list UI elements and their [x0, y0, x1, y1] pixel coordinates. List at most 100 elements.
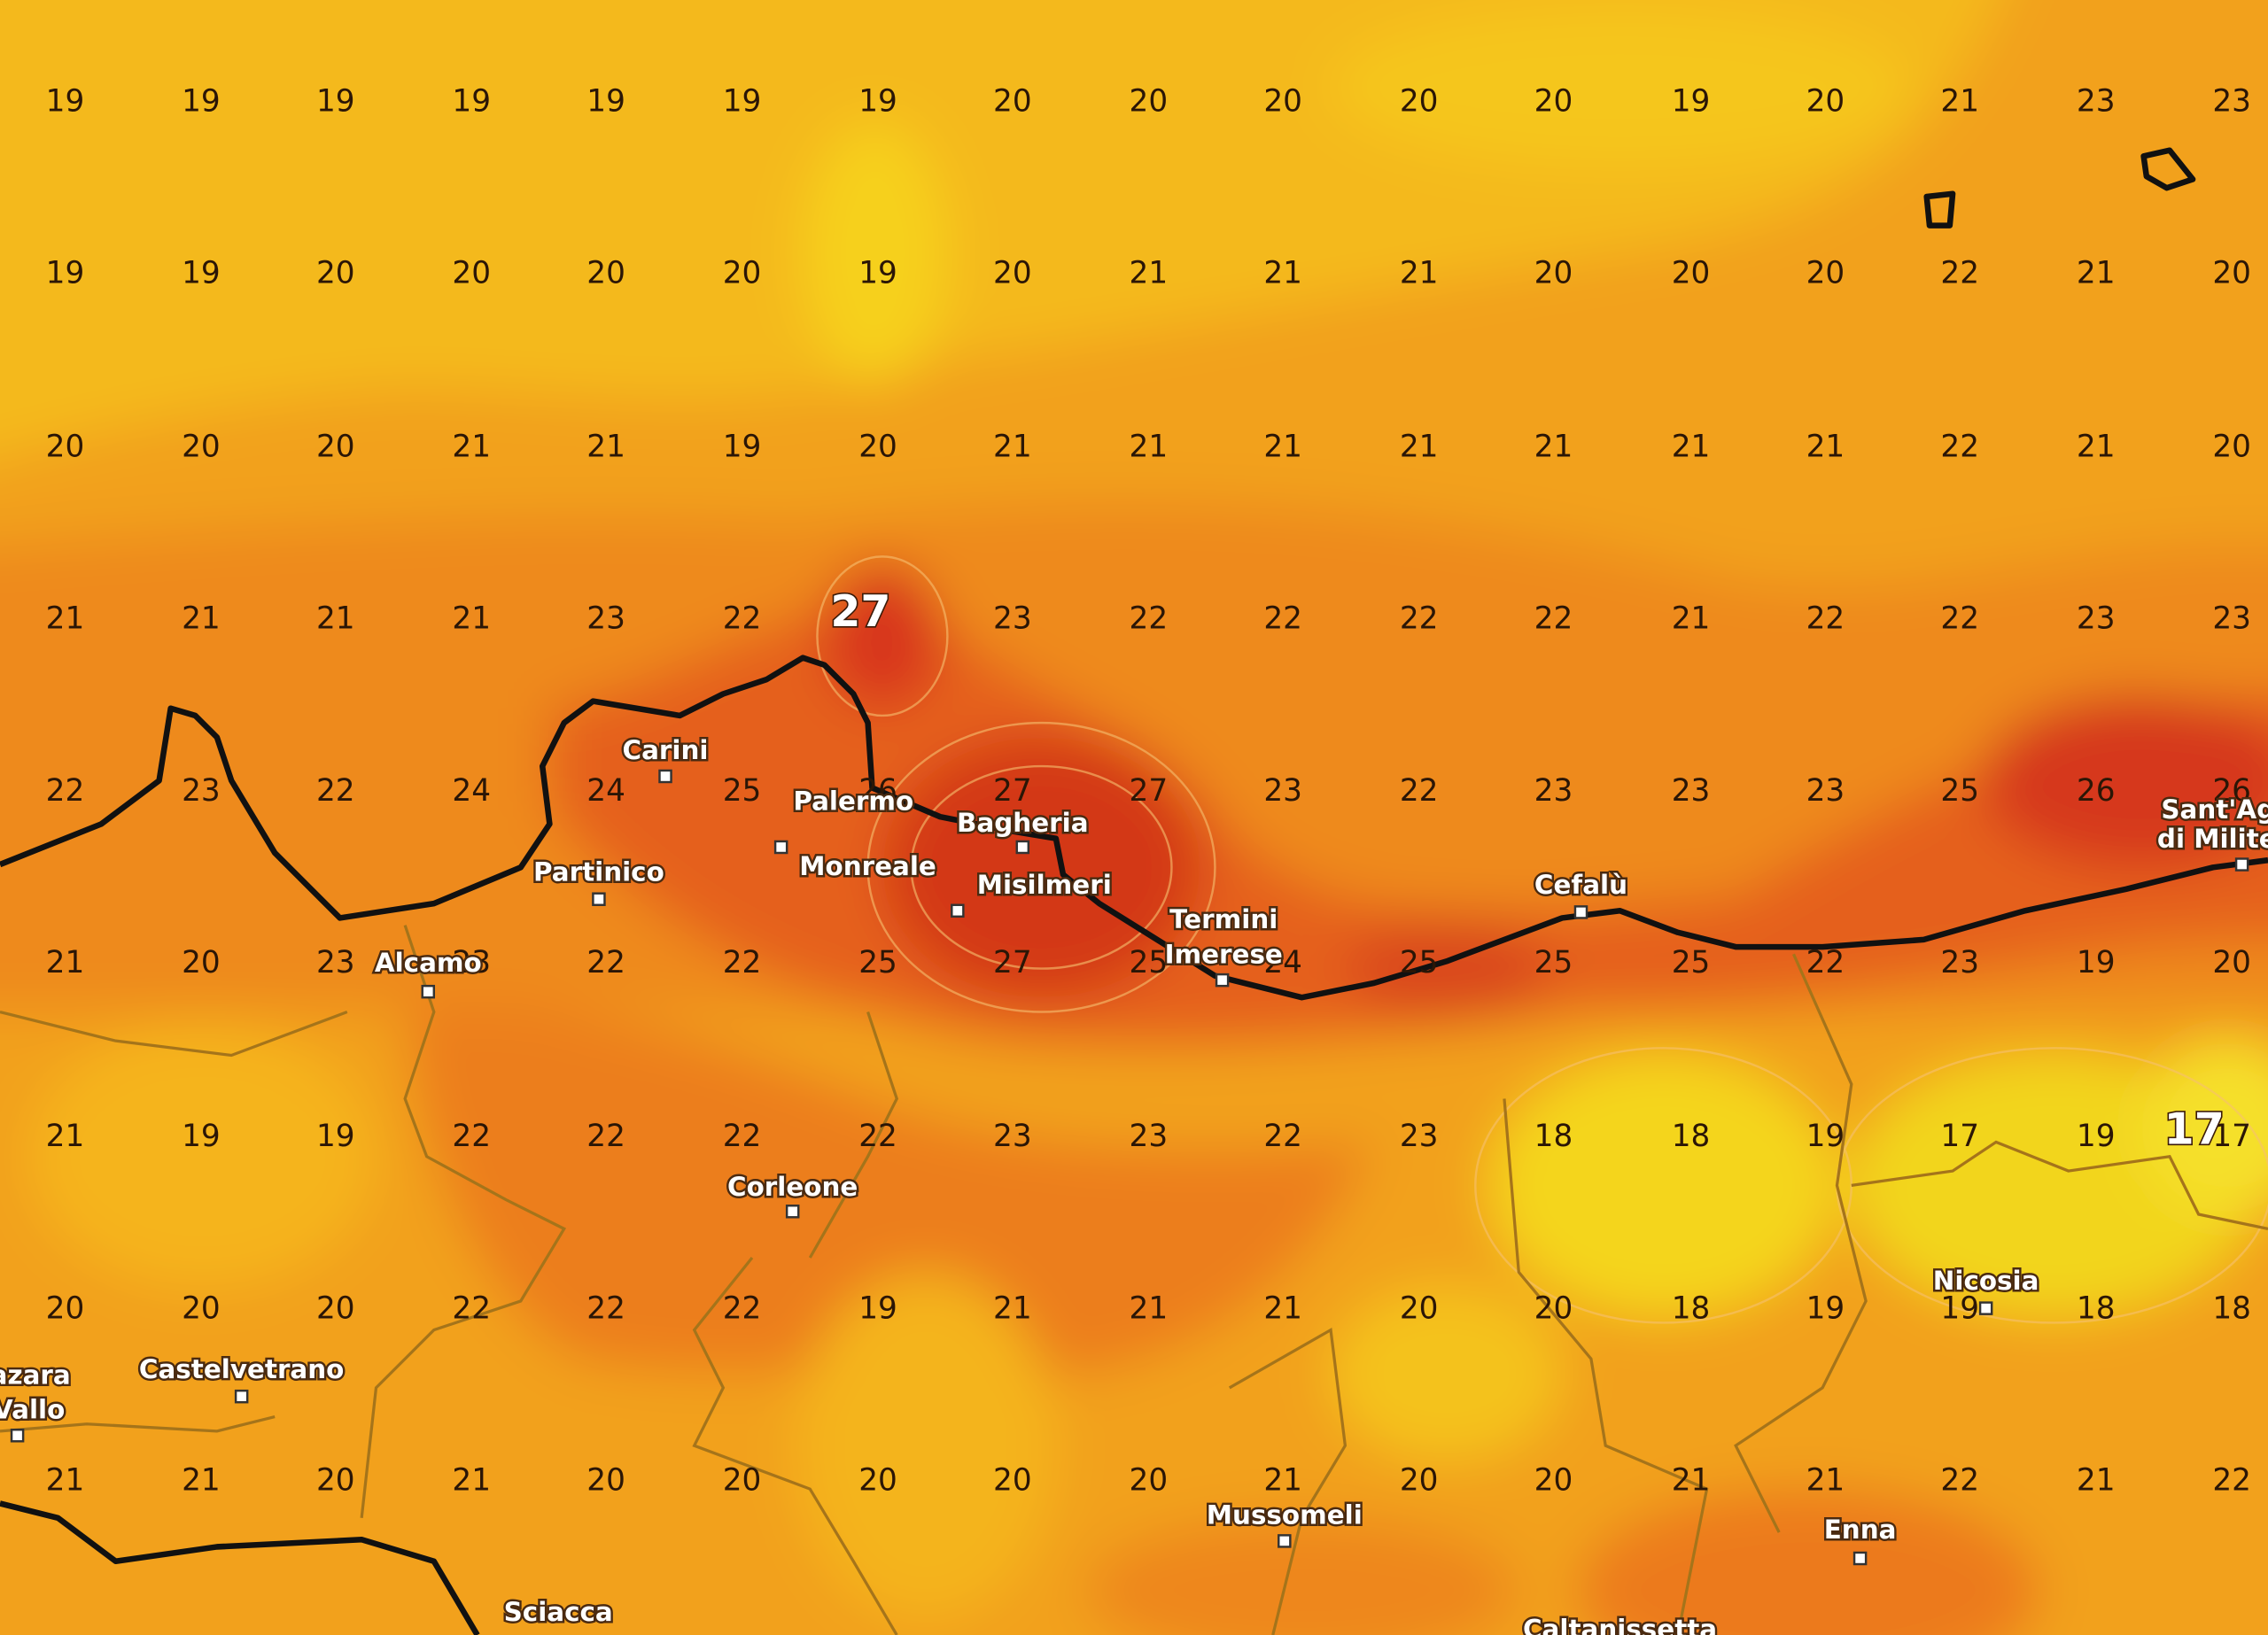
temperature-value: 20 [723, 256, 762, 291]
temperature-grid: 19 19 19 19 19 19 19 20 20 20 20 20 19 20 21 23 23 19 19 20… [46, 83, 2251, 1498]
temperature-value: 21 [1400, 256, 1439, 291]
temperature-value: 20 [182, 1290, 221, 1326]
temperature-value: 19 [723, 83, 762, 119]
temperature-value: 22 [1940, 429, 1979, 464]
temperature-value: 19 [1806, 1119, 1845, 1154]
place-label: Enna [1824, 1515, 1897, 1545]
temperature-value: 19 [182, 1119, 221, 1154]
temperature-value: 21 [46, 1462, 85, 1498]
temperature-value: 20 [316, 429, 355, 464]
temperature-value: 21 [1672, 1462, 1711, 1498]
temperature-value: 27 [1130, 773, 1169, 809]
place-label: Corleone [727, 1172, 858, 1202]
temperature-value: 22 [1130, 601, 1169, 637]
place-marker [1015, 840, 1030, 855]
place-marker [1573, 905, 1588, 919]
temperature-value: 23 [993, 601, 1032, 637]
temperature-value: 23 [452, 945, 491, 980]
temperature-value: 20 [2212, 429, 2251, 464]
place-label: Mussomeli [1207, 1500, 1363, 1530]
temperature-value: 20 [1806, 256, 1845, 291]
temperature-value: 20 [858, 429, 897, 464]
temperature-value: 23 [1400, 1119, 1439, 1154]
temperature-value: 21 [1940, 83, 1979, 119]
temperature-value: 21 [2077, 1462, 2116, 1498]
place-marker [785, 1205, 800, 1219]
place-marker [951, 903, 965, 918]
temperature-value: 22 [1263, 601, 1302, 637]
temperature-value: 21 [452, 429, 491, 464]
temperature-value: 22 [1806, 945, 1845, 980]
temperature-value: 25 [1672, 945, 1711, 980]
temperature-value: 18 [1534, 1119, 1573, 1154]
temperature-value: 22 [586, 945, 625, 980]
province-borders [0, 925, 2268, 1635]
temperature-value: 23 [1806, 773, 1845, 809]
temperature-value: 22 [452, 1290, 491, 1326]
temperature-value: 22 [723, 945, 762, 980]
temperature-value: 25 [1130, 945, 1169, 980]
temperature-value: 24 [1263, 945, 1302, 980]
min-temperature: 17 [2164, 1104, 2225, 1155]
temperature-value: 19 [1672, 83, 1711, 119]
place-marker [773, 840, 788, 855]
temperature-value: 21 [2077, 256, 2116, 291]
temperature-value: 20 [1130, 83, 1169, 119]
temperature-value: 20 [182, 429, 221, 464]
temperature-value: 18 [1672, 1119, 1711, 1154]
place-label: Cefalù [1534, 870, 1627, 900]
place-label: Vallo [0, 1395, 65, 1425]
place-label: Imerese [1165, 939, 1283, 969]
temperature-value: 21 [1263, 1462, 1302, 1498]
temperature-value: 23 [1940, 945, 1979, 980]
place-label: Mazara [0, 1360, 71, 1390]
place-label: Partinico [533, 856, 664, 887]
place-marker [592, 892, 606, 906]
temperature-value: 20 [586, 256, 625, 291]
place-label: Castelvetrano [139, 1354, 344, 1384]
temperature-value: 26 [858, 773, 897, 809]
temperature-value: 21 [993, 1290, 1032, 1326]
place-label: Sciacca [504, 1597, 613, 1627]
temperature-value: 19 [316, 1119, 355, 1154]
temperature-value: 23 [1672, 773, 1711, 809]
temperature-value: 22 [2212, 1462, 2251, 1498]
temperature-value: 22 [1400, 601, 1439, 637]
place-marker [234, 1389, 249, 1404]
place-label: di Militello [2157, 824, 2268, 854]
temperature-value: 24 [452, 773, 491, 809]
temperature-value: 25 [858, 945, 897, 980]
temperature-value: 20 [723, 1462, 762, 1498]
temperature-value: 20 [858, 1462, 897, 1498]
temperature-value: 22 [723, 1119, 762, 1154]
place-marker [1278, 1534, 1292, 1548]
temperature-value: 21 [1400, 429, 1439, 464]
temperature-value: 21 [1130, 256, 1169, 291]
temperature-value: 21 [182, 601, 221, 637]
temperature-value: 19 [2077, 1119, 2116, 1154]
temperature-value: 23 [1130, 1119, 1169, 1154]
place-label: Monreale [799, 851, 936, 881]
temperature-value: 25 [1534, 945, 1573, 980]
temperature-value: 17 [1940, 1119, 1979, 1154]
temperature-value: 20 [316, 1462, 355, 1498]
temperature-value: 22 [1400, 773, 1439, 809]
temperature-value: 22 [452, 1119, 491, 1154]
temperature-value: 21 [993, 429, 1032, 464]
temperature-value: 21 [1672, 429, 1711, 464]
temperature-value: 20 [46, 429, 85, 464]
temperature-value: 19 [723, 429, 762, 464]
temperature-value: 20 [1534, 1462, 1573, 1498]
temperature-value: 22 [316, 773, 355, 809]
temperature-value: 22 [723, 601, 762, 637]
temperature-value: 20 [2212, 945, 2251, 980]
temperature-value: 20 [452, 256, 491, 291]
max-temperature: 27 [830, 586, 890, 637]
temperature-value: 22 [586, 1119, 625, 1154]
temperature-value: 19 [586, 83, 625, 119]
temperature-value: 20 [1534, 256, 1573, 291]
temperature-value: 19 [316, 83, 355, 119]
place-marker [1215, 972, 1230, 988]
temperature-value: 21 [452, 601, 491, 637]
